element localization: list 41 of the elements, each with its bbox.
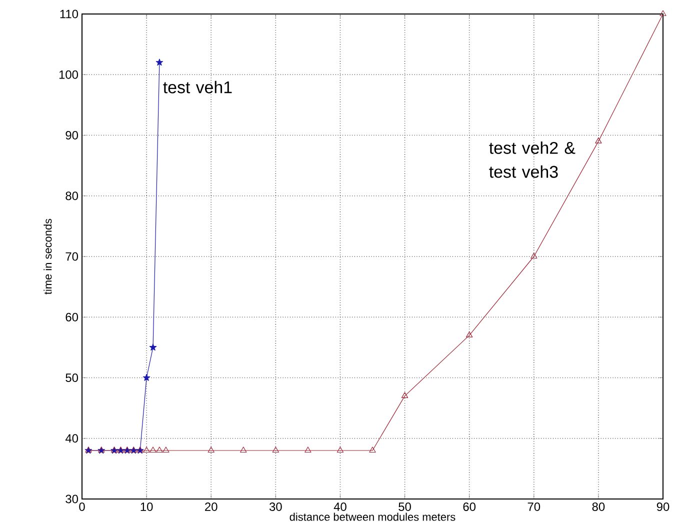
point (150, 446, 156, 453)
point (143, 446, 150, 453)
y-axis-title: time in seconds (44, 218, 52, 294)
y-tick-label: 100 (59, 70, 78, 79)
series-label: test veh2 & test veh3 (489, 142, 576, 178)
x-tick-label: 90 (656, 502, 670, 511)
x-tick-label: 50 (398, 502, 411, 511)
y-tick-label: 40 (65, 434, 78, 443)
y-tick-label: 70 (66, 252, 78, 261)
point (240, 446, 247, 453)
y-tick-label: 90 (66, 131, 78, 140)
y-tick-label: 50 (66, 374, 78, 382)
point (156, 446, 163, 453)
y-tick-label: 110 (60, 10, 78, 18)
point (466, 332, 473, 338)
point (660, 10, 666, 16)
point (530, 252, 538, 259)
point (595, 138, 602, 144)
x-tick-label: 10 (140, 502, 153, 511)
point (272, 446, 279, 453)
y-tick-label: 30 (66, 494, 78, 504)
point (401, 392, 408, 398)
point (142, 374, 150, 381)
x-tick-label: 40 (334, 502, 346, 511)
y-tick-label: 60 (66, 312, 78, 322)
x-tick-label: 80 (592, 502, 605, 511)
point (149, 344, 157, 351)
x-tick-label: 20 (205, 502, 218, 511)
x-tick-label: 0 (79, 502, 85, 511)
point (369, 446, 376, 453)
point (162, 446, 170, 453)
point (304, 446, 312, 453)
x-tick-label: 70 (528, 502, 540, 511)
series-label: test veh1 (163, 80, 232, 94)
y-tick-label: 80 (66, 192, 78, 200)
x-tick-label: 30 (269, 502, 282, 511)
point (156, 58, 164, 66)
x-axis-title: distance between modules meters (290, 512, 456, 521)
point (336, 446, 344, 453)
point (208, 446, 214, 453)
x-tick-label: 60 (463, 502, 476, 511)
